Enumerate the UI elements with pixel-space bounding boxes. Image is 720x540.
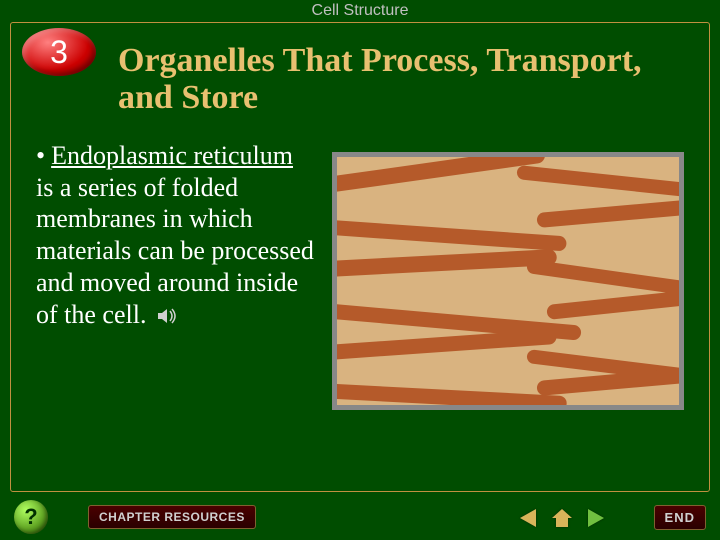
- chapter-label: Cell Structure: [312, 2, 409, 20]
- end-label: END: [665, 510, 695, 525]
- er-vein: [332, 329, 557, 360]
- section-number-badge: 3: [22, 28, 96, 76]
- chapter-resources-button[interactable]: CHAPTER RESOURCES: [88, 505, 256, 529]
- er-vein: [332, 219, 567, 251]
- nav-controls: [514, 504, 610, 532]
- page-title: Organelles That Process, Transport, and …: [118, 42, 700, 117]
- nav-prev-button[interactable]: [514, 504, 542, 532]
- term-underlined: Endoplasmic reticulum: [51, 141, 293, 170]
- figure-endoplasmic-reticulum: [332, 152, 684, 410]
- er-vein: [332, 152, 546, 193]
- chapter-resources-label: CHAPTER RESOURCES: [99, 510, 245, 524]
- speaker-icon[interactable]: [157, 301, 179, 333]
- body-bullet: •Endoplasmic reticulum is a series of fo…: [36, 140, 316, 332]
- nav-home-button[interactable]: [548, 504, 576, 532]
- help-button[interactable]: ?: [14, 500, 48, 534]
- bullet-marker: •: [36, 140, 45, 172]
- er-vein: [332, 249, 557, 277]
- er-vein: [536, 198, 684, 228]
- er-vein: [332, 383, 567, 410]
- help-icon: ?: [24, 504, 37, 530]
- footer-bar: ? CHAPTER RESOURCES: [0, 494, 720, 540]
- nav-next-button[interactable]: [582, 504, 610, 532]
- er-vein: [546, 288, 684, 320]
- section-number: 3: [50, 34, 68, 71]
- end-button[interactable]: END: [654, 505, 706, 530]
- er-vein: [516, 165, 684, 199]
